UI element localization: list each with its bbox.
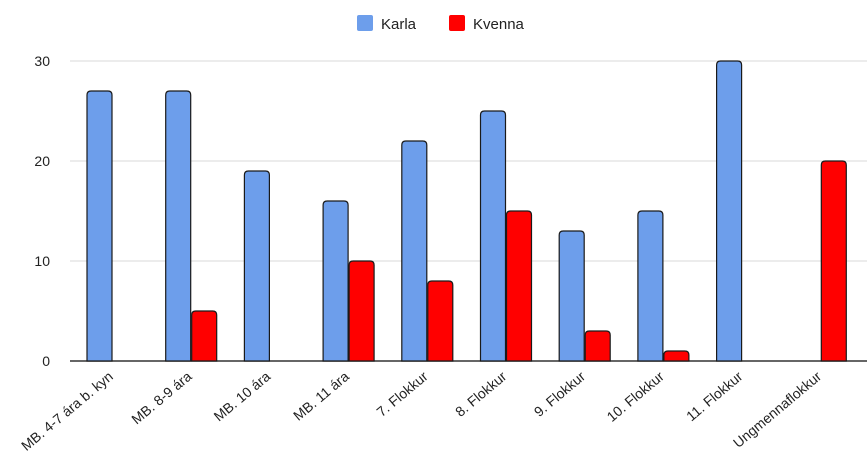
bar-karla [243, 170, 270, 362]
bar-karla [558, 230, 585, 362]
bar-kvenna [584, 330, 611, 362]
y-tick-label: 30 [34, 53, 50, 69]
legend-swatch-karla [357, 15, 373, 31]
bars [86, 60, 847, 362]
bar-kvenna [820, 160, 847, 362]
x-tick-label: MB. 4-7 ára b. kyn [18, 368, 116, 454]
bar-karla [637, 210, 664, 362]
x-tick-label: MB. 8-9 ára [128, 368, 194, 427]
legend-label-kvenna: Kvenna [473, 16, 525, 33]
bar-karla [401, 140, 428, 362]
x-axis-ticks: MB. 4-7 ára b. kyn MB. 8-9 ára MB. 10 ára M… [18, 368, 824, 454]
x-tick-label: 9. Flokkur [531, 368, 589, 420]
x-tick-label: 7. Flokkur [373, 368, 431, 420]
y-axis-ticks: 0 10 20 30 [34, 53, 50, 369]
x-tick-label: MB. 10 ára [211, 368, 274, 424]
y-tick-label: 0 [42, 353, 50, 369]
bar-karla [86, 90, 113, 362]
x-tick-label: 8. Flokkur [452, 368, 510, 420]
x-tick-label: 11. Flokkur [683, 368, 746, 424]
bar-kvenna [427, 280, 454, 362]
bar-kvenna [663, 350, 690, 362]
bar-karla [479, 110, 507, 362]
bar-kvenna [348, 260, 375, 362]
x-tick-label: 10. Flokkur [603, 368, 667, 425]
legend-label-karla: Karla [381, 16, 417, 33]
bar-karla [322, 200, 349, 362]
x-tick-label: MB. 11 ára [290, 368, 352, 424]
bar-kvenna [191, 310, 218, 362]
bar-karla [165, 90, 192, 362]
legend-swatch-kvenna [449, 15, 465, 31]
y-tick-label: 10 [34, 253, 50, 269]
bar-kvenna [505, 210, 533, 362]
y-tick-label: 20 [34, 153, 50, 169]
bar-karla [716, 60, 743, 362]
legend: Karla Kvenna [357, 15, 525, 33]
